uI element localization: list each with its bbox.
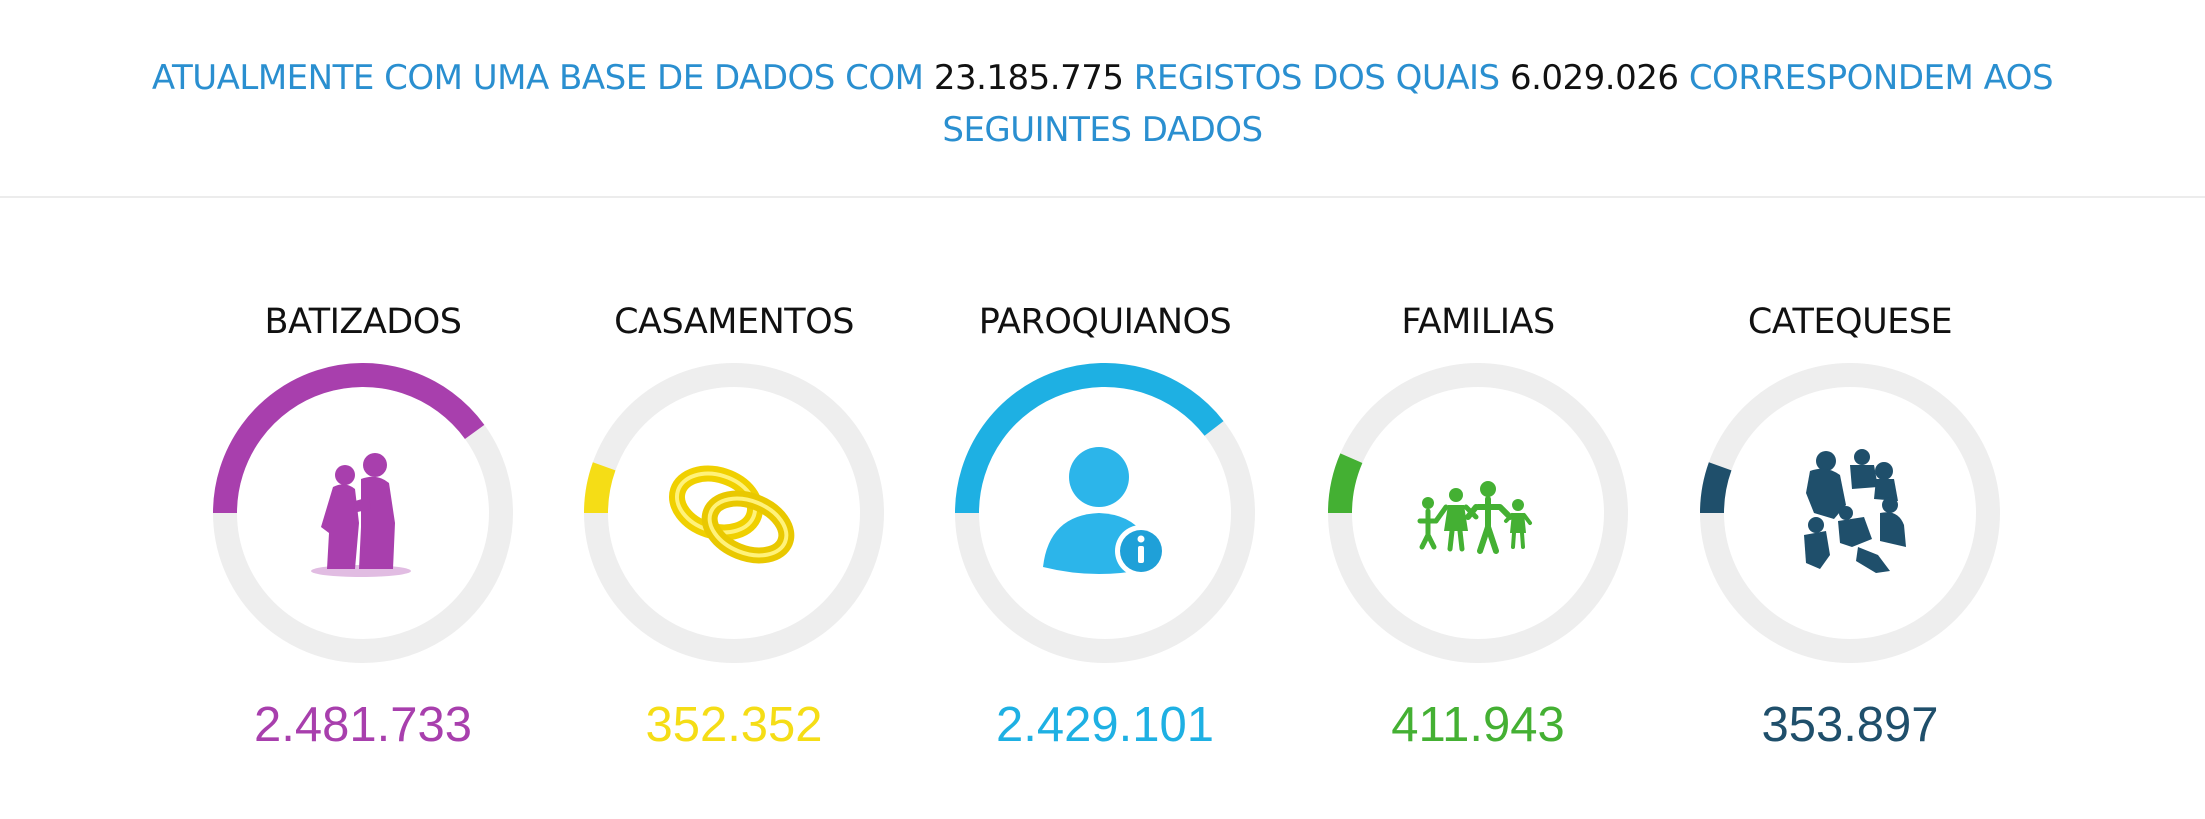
catechesis-icon	[1780, 443, 1920, 583]
stat-batizados: BATIZADOS 2.481.733	[203, 295, 523, 765]
stat-value: 411.943	[1391, 698, 1565, 752]
progress-ring	[1328, 363, 1628, 663]
progress-ring	[955, 363, 1255, 663]
stat-value: 2.481.733	[254, 698, 472, 752]
progress-ring	[1700, 363, 2000, 663]
ring-progress-arc	[955, 363, 1224, 514]
ring-svg	[213, 363, 513, 663]
summary-text-2: REGISTOS DOS QUAIS	[1133, 58, 1500, 98]
ring-svg	[955, 363, 1255, 663]
records-summary: ATUALMENTE COM UMA BASE DE DADOS COM 23.…	[60, 52, 2145, 156]
stat-casamentos: CASAMENTOS 352.352	[574, 295, 894, 765]
ring-progress-arc	[1328, 453, 1363, 514]
ring-svg	[1328, 363, 1628, 663]
wedding-rings-icon	[664, 443, 804, 583]
parishioner-info-icon	[1035, 443, 1175, 583]
stat-paroquianos: PAROQUIANOS 2.429.101	[945, 295, 1265, 765]
baptism-icon	[293, 443, 433, 583]
ring-svg	[584, 363, 884, 663]
total-records-count: 23.185.775	[933, 58, 1124, 98]
stat-title: BATIZADOS	[264, 302, 462, 342]
stat-value: 2.429.101	[996, 698, 1214, 752]
ring-svg	[1700, 363, 2000, 663]
progress-ring	[584, 363, 884, 663]
family-icon	[1408, 443, 1548, 583]
stat-value: 352.352	[645, 698, 823, 752]
stat-title: CATEQUESE	[1747, 302, 1953, 342]
stat-title: CASAMENTOS	[614, 302, 854, 342]
stat-familias: FAMILIAS	[1318, 295, 1638, 765]
stat-title: FAMILIAS	[1401, 302, 1555, 342]
ring-progress-arc	[213, 363, 485, 514]
ring-progress-arc	[584, 462, 616, 514]
ring-progress-arc	[1700, 462, 1732, 514]
summary-text-1: ATUALMENTE COM UMA BASE DE DADOS COM	[151, 58, 924, 98]
stat-value: 353.897	[1761, 698, 1939, 752]
progress-ring	[213, 363, 513, 663]
header-banner: ATUALMENTE COM UMA BASE DE DADOS COM 23.…	[0, 0, 2205, 198]
stat-title: PAROQUIANOS	[978, 302, 1232, 342]
summary-text-3: CORRESPONDEM AOS SEGUINTES DADOS	[942, 58, 2054, 150]
stat-catequese: CATEQUESE	[1690, 295, 2010, 765]
matched-records-count: 6.029.026	[1509, 58, 1679, 98]
